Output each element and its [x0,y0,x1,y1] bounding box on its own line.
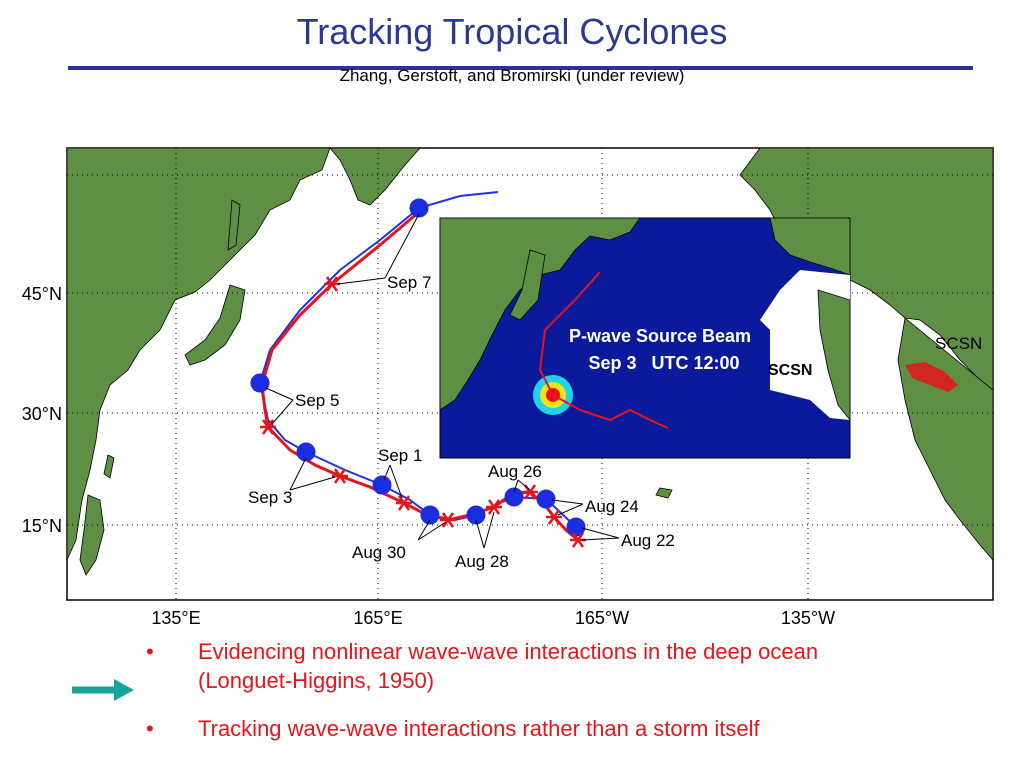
track-label: Sep 3 [248,488,292,507]
inset-alaska [769,217,851,276]
inset-title: Sep 3 UTC 12:00 [588,353,739,373]
beam-point [486,499,502,515]
inset-map: P-wave Source Beam Sep 3 UTC 12:00 SCSN [439,217,851,459]
japan [184,284,246,366]
pointer [513,479,531,493]
scsn-stations [905,362,958,392]
track-point [420,505,440,525]
lon-label: 135°W [781,608,835,628]
subtitle: Zhang, Gerstoft, and Bromirski (under re… [340,66,685,85]
title-rule [68,66,973,70]
slide-title: Tracking Tropical Cyclones [297,11,728,52]
lat-label: 45°N [22,284,62,304]
station-label: SCSN [935,334,982,353]
lon-label: 165°W [575,608,629,628]
pointer [551,499,584,516]
track-label: Aug 28 [455,552,509,571]
track-point [250,373,270,393]
taiwan [103,454,115,479]
bullet-text: Tracking wave-wave interactions rather t… [198,716,761,741]
beam-point [546,509,562,525]
philippines [79,494,105,576]
inset-japan [509,249,546,321]
station-cluster [905,362,958,392]
lat-label: 15°N [22,516,62,536]
bullet-mark: • [146,716,154,741]
lon-label: 135°E [151,608,200,628]
track-points [250,198,586,537]
track-label: Aug 22 [621,531,675,550]
track-point [466,505,486,525]
inset-station-label: SCSN [768,362,812,379]
beam-point [332,468,348,484]
beam-point [396,495,412,511]
bullets: • Evidencing nonlinear wave-wave interac… [146,639,818,741]
lon-label: 165°E [353,608,402,628]
pointer [289,457,336,491]
track-point [504,487,524,507]
bullet-mark: • [146,639,154,664]
track-point [296,442,316,462]
hawaii [655,487,673,499]
inset-track [538,271,669,429]
pointers [265,213,620,549]
pointer [383,464,403,499]
asia-land [66,147,331,561]
track-label: Aug 30 [352,543,406,562]
pointer [265,387,294,425]
beam-track [260,210,579,542]
track-point [372,475,392,495]
pointer [417,519,447,541]
track-point [536,489,556,509]
sakhalin [227,199,241,251]
lat-label: 30°N [22,404,62,424]
track-label: Sep 7 [387,273,431,292]
inset-america [817,289,851,422]
arrow-head [114,679,134,701]
beam-point [260,419,276,435]
track-point [409,198,429,218]
pointer [475,511,495,549]
bullet-text: (Longuet-Higgins, 1950) [198,668,434,693]
track-label: Aug 24 [585,497,639,516]
inset-title: P-wave Source Beam [569,326,751,346]
pointer [581,527,620,541]
beam-points [260,276,586,548]
track-label: Aug 26 [488,462,542,481]
beam-point [324,276,340,292]
pointer [337,213,420,285]
kamchatka [329,147,421,206]
bullet-text: Evidencing nonlinear wave-wave interacti… [198,639,818,664]
track-label: Sep 1 [378,446,422,465]
beam-point [440,512,456,528]
track-label: Sep 5 [295,391,339,410]
